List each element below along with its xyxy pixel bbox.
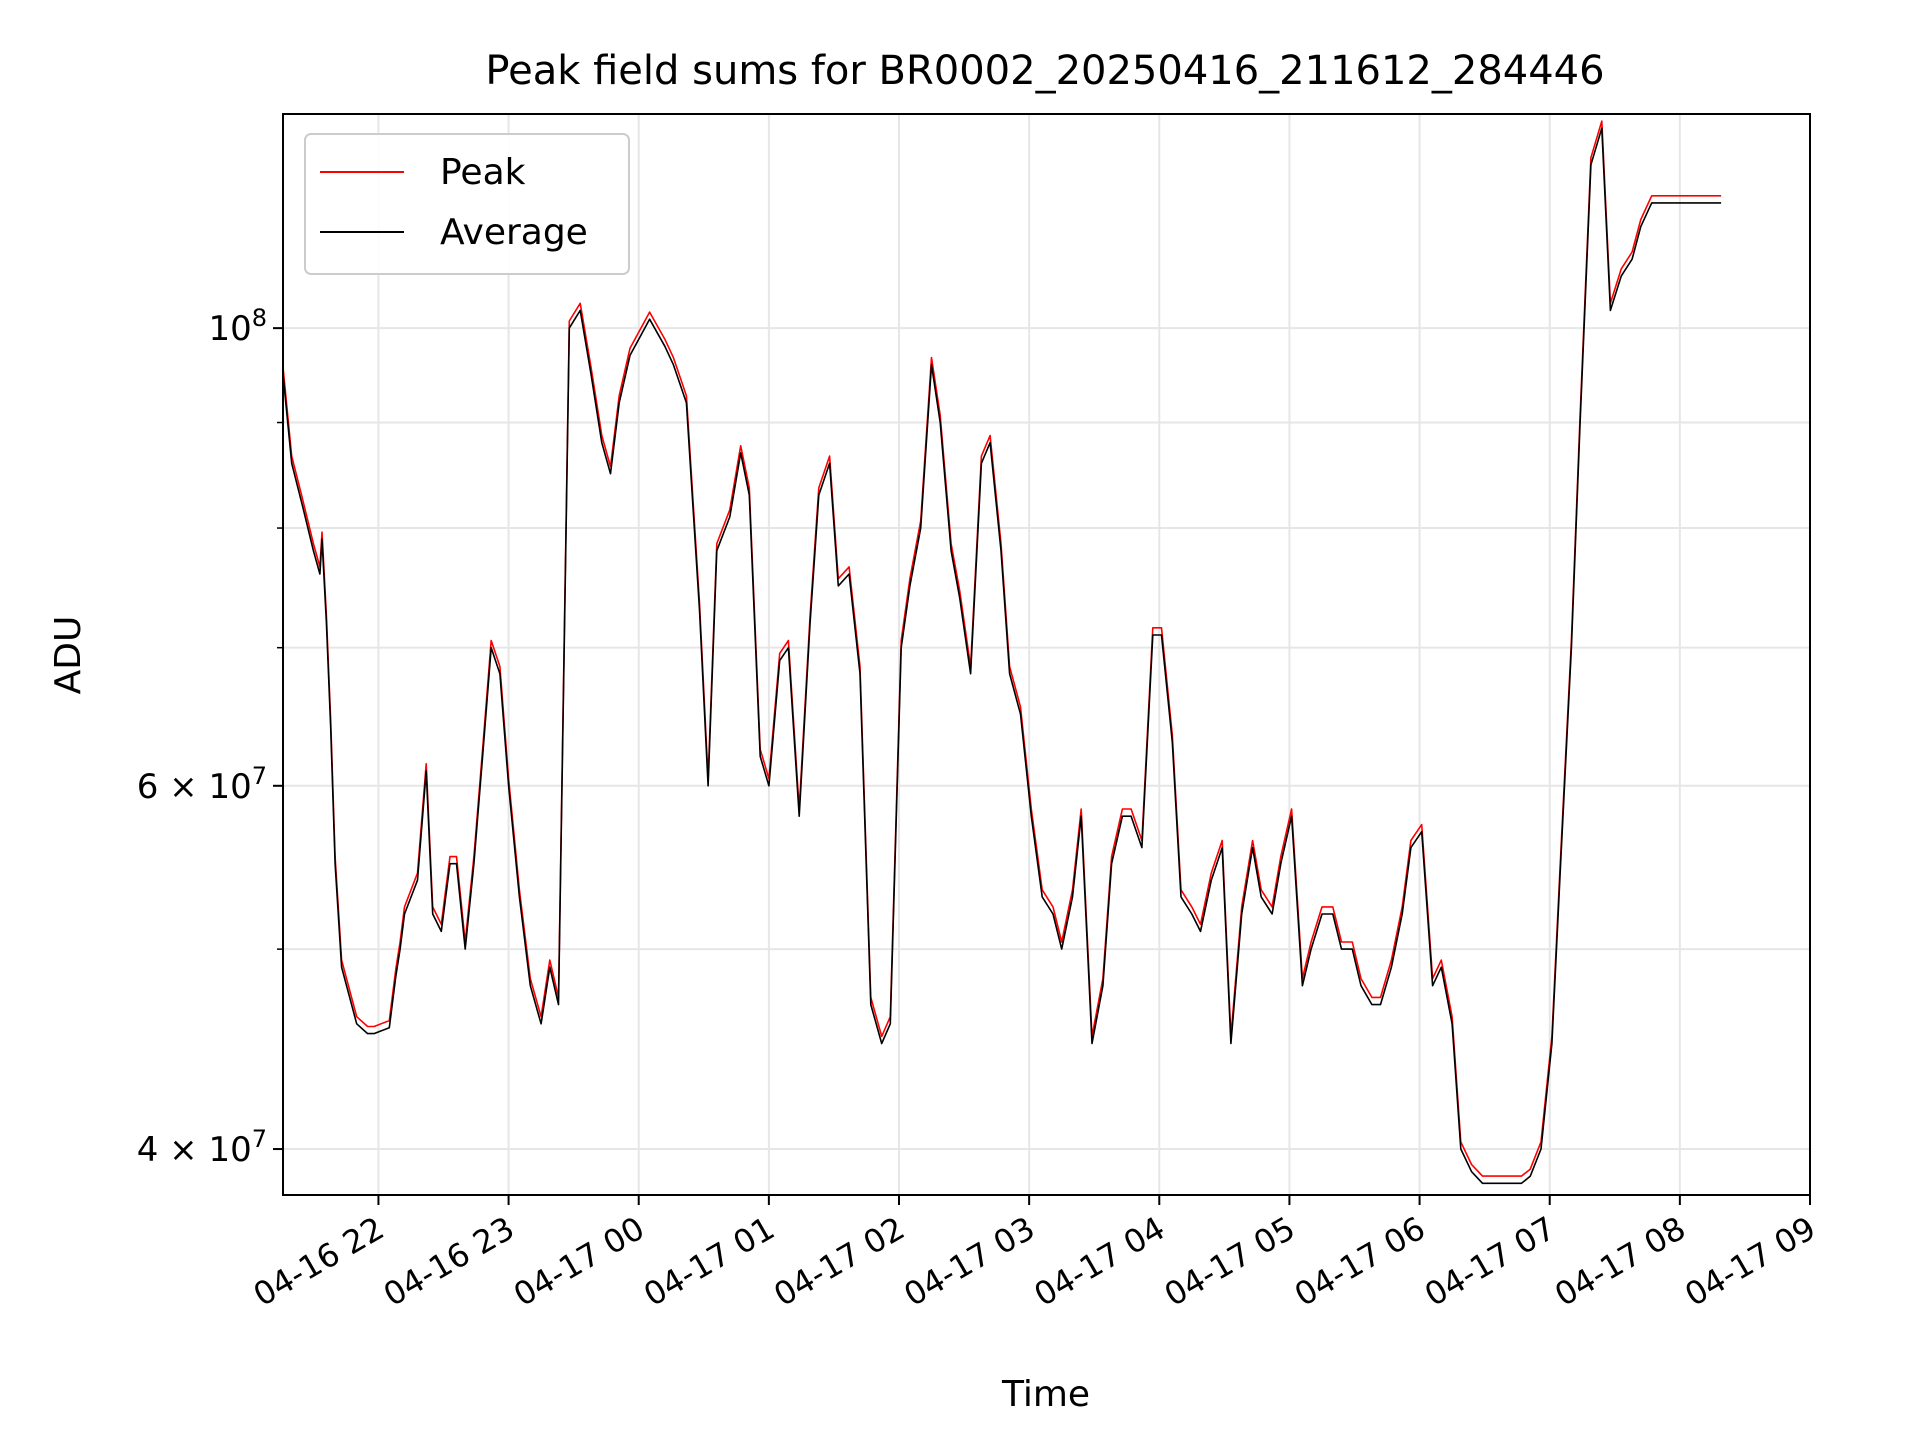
plot-frame — [282, 113, 1811, 1196]
y-tick-label: 6 × 107 — [137, 762, 267, 807]
legend-box — [304, 133, 630, 275]
y-axis: 4 × 107 6 × 107 108 — [137, 304, 283, 1170]
y-axis-label: ADU — [48, 616, 89, 695]
chart-title: Peak field sums for BR0002_20250416_2116… — [485, 48, 1604, 94]
series-line-average — [282, 127, 1722, 1185]
plot-lines — [282, 120, 1722, 1185]
x-axis-label: Time — [1001, 1374, 1090, 1415]
legend-label-peak: Peak — [440, 152, 526, 193]
y-tick-label: 4 × 107 — [137, 1125, 267, 1170]
legend-label-average: Average — [440, 212, 588, 253]
y-tick-label: 108 — [208, 304, 267, 349]
legend: Peak Average — [304, 133, 630, 275]
